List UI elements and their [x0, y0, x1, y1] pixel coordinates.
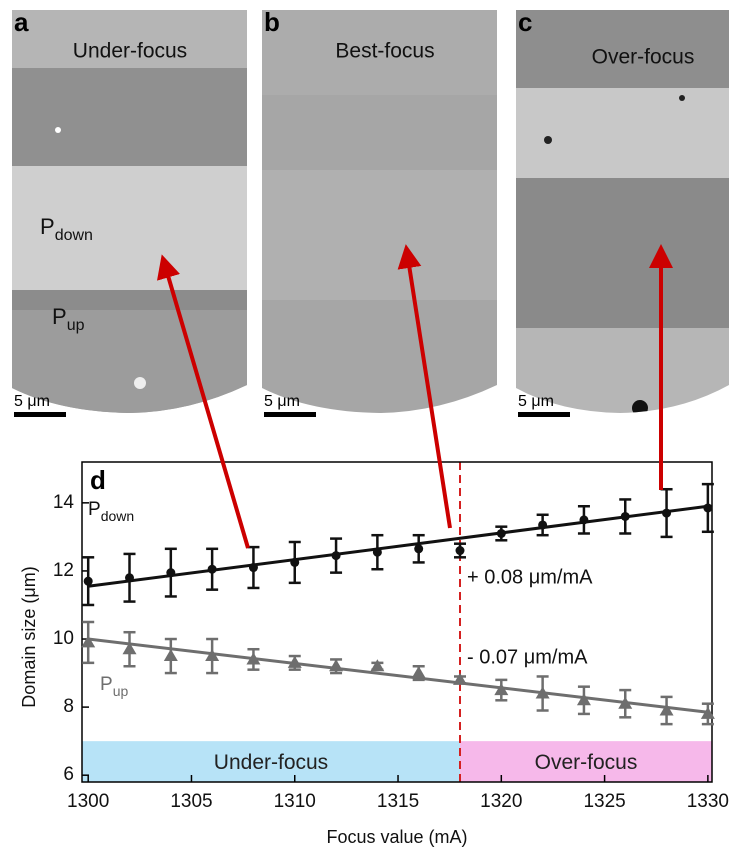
x-tick-label: 1315 — [377, 791, 419, 812]
fit-line — [88, 637, 709, 714]
region-label: Over-focus — [535, 751, 638, 774]
series-label: Pdown — [88, 499, 134, 524]
region — [82, 741, 460, 782]
point — [205, 649, 220, 662]
point — [455, 546, 465, 556]
x-tick-label: 1330 — [687, 791, 729, 812]
point — [122, 642, 137, 655]
label-sub: down — [101, 508, 134, 524]
point — [414, 544, 424, 554]
point — [579, 515, 589, 525]
point — [535, 686, 550, 699]
label-main: P — [100, 674, 113, 695]
x-tick-label: 1320 — [480, 791, 522, 812]
panel-title: Best-focus — [335, 40, 434, 63]
axes-frame — [81, 461, 713, 783]
panel-letter: c — [518, 7, 532, 37]
point — [166, 568, 176, 578]
point — [620, 511, 630, 521]
point — [662, 508, 672, 518]
panel-title: Over-focus — [592, 46, 695, 69]
fit-line — [88, 504, 709, 588]
x-tick-label: 1300 — [67, 791, 109, 812]
scale-bar — [518, 412, 570, 417]
chart: Under-focus Over-focus 1300 1305 1310 1315 132… — [19, 461, 729, 847]
point — [207, 564, 217, 574]
point — [618, 696, 633, 709]
point — [81, 635, 96, 648]
y-tick-label: 6 — [63, 764, 74, 785]
point — [331, 551, 341, 561]
y-tick-label: 10 — [53, 628, 74, 649]
y-tick-label: 8 — [63, 696, 74, 717]
scale-bar — [14, 412, 66, 417]
micrograph-a — [12, 10, 247, 413]
label-sub: up — [113, 683, 129, 699]
micrograph-c — [516, 10, 729, 413]
x-tick-label: 1305 — [170, 791, 212, 812]
panel-title: Under-focus — [73, 40, 187, 63]
panel-letter: a — [14, 7, 29, 37]
point — [370, 659, 385, 672]
domain-label: Pup — [52, 304, 85, 334]
point — [290, 557, 300, 567]
scale-label: 5 μm — [264, 393, 300, 410]
point — [494, 683, 509, 696]
point — [248, 563, 258, 573]
point — [703, 503, 713, 513]
point — [538, 520, 548, 530]
x-tick-label: 1310 — [274, 791, 316, 812]
x-tick-label: 1325 — [583, 791, 625, 812]
point — [246, 652, 261, 665]
point — [411, 666, 426, 679]
point — [700, 706, 715, 719]
domain-label: Pdown — [40, 214, 93, 244]
scale-label: 5 μm — [518, 393, 554, 410]
point — [287, 655, 302, 668]
panel-letter: d — [90, 465, 106, 495]
arrows — [156, 244, 673, 549]
point — [659, 703, 674, 716]
scale-bar — [264, 412, 316, 417]
point — [83, 576, 93, 586]
point — [329, 659, 344, 672]
point — [496, 528, 506, 538]
micrograph-b — [262, 10, 497, 413]
y-axis-label: Domain size (μm) — [19, 566, 39, 707]
panel-letter: b — [264, 7, 280, 37]
point — [125, 573, 135, 583]
point — [453, 672, 467, 685]
point — [372, 547, 382, 557]
point — [163, 649, 178, 662]
label-main: P — [88, 499, 101, 520]
y-tick-label: 14 — [53, 492, 75, 513]
plot-background — [82, 462, 712, 782]
region-label: Under-focus — [214, 751, 328, 774]
y-tick-label: 12 — [53, 560, 74, 581]
fit-label: + 0.08 μm/mA — [467, 566, 593, 588]
series-label: Pup — [100, 674, 128, 699]
x-axis-label: Focus value (mA) — [326, 827, 467, 847]
point — [576, 693, 591, 706]
scale-label: 5 μm — [14, 393, 50, 410]
fit-label: - 0.07 μm/mA — [467, 646, 588, 668]
